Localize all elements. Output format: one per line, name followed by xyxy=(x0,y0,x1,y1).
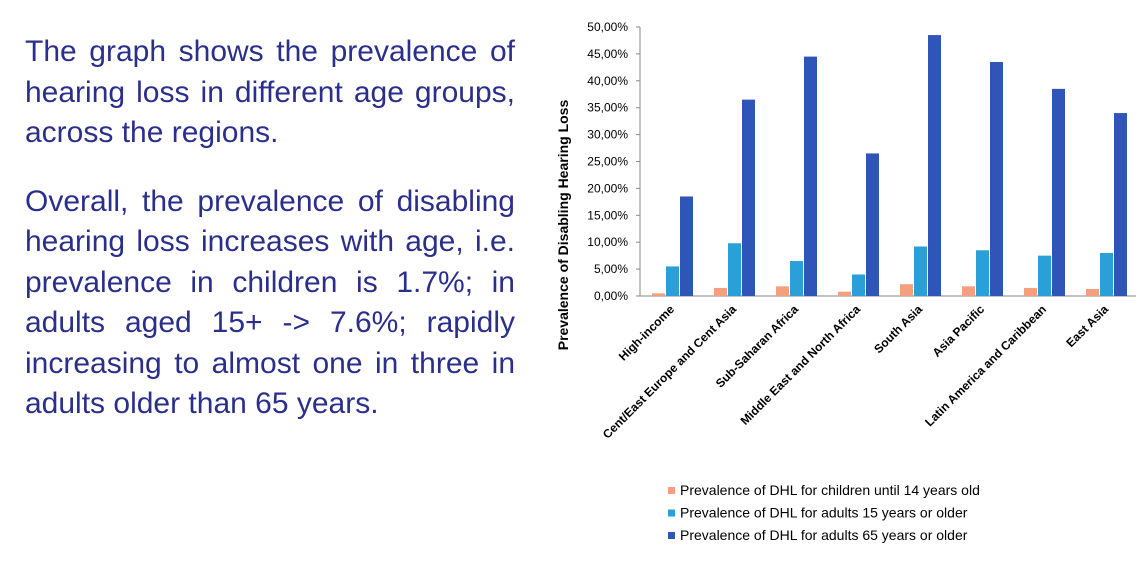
paragraph: Overall, the prevalence of disabling hea… xyxy=(25,184,515,421)
bar xyxy=(728,243,741,296)
y-tick-label: 10,00% xyxy=(587,235,628,249)
bar xyxy=(652,293,665,296)
bar xyxy=(1038,255,1051,296)
bar xyxy=(1086,289,1099,296)
y-tick-label: 40,00% xyxy=(587,74,628,88)
bar xyxy=(742,99,755,296)
bar xyxy=(962,286,975,296)
x-tick-label: High-income xyxy=(616,302,678,364)
x-tick-label: Middle East and North Africa xyxy=(738,302,864,428)
y-tick-label: 25,00% xyxy=(587,155,628,169)
paragraph: The graph shows the prevalence of hearin… xyxy=(25,35,515,149)
x-tick-label: South Asia xyxy=(871,302,925,356)
y-tick-label: 35,00% xyxy=(587,101,628,115)
y-tick-label: 20,00% xyxy=(587,181,628,195)
bar xyxy=(914,246,927,296)
bar xyxy=(714,287,727,296)
x-tick-label: Latin America and Caribbean xyxy=(922,302,1049,429)
y-axis-title: Prevalence of Disabling Hearing Loss xyxy=(555,100,571,351)
x-tick-label: Asia Pacific xyxy=(930,302,988,360)
bar xyxy=(976,250,989,296)
bar xyxy=(804,56,817,297)
bar xyxy=(790,261,803,296)
bar xyxy=(928,35,941,296)
x-tick-label: East Asia xyxy=(1063,302,1111,350)
y-tick-label: 15,00% xyxy=(587,208,628,222)
bar xyxy=(680,196,693,296)
bar xyxy=(1100,252,1113,296)
bar xyxy=(990,61,1003,296)
bar xyxy=(1114,113,1127,296)
legend-swatch xyxy=(668,487,675,494)
bar xyxy=(1024,287,1037,296)
y-tick-label: 5,00% xyxy=(594,262,628,276)
legend-swatch xyxy=(668,509,675,517)
text-block: The graph shows the prevalence of hearin… xyxy=(25,32,515,561)
y-tick-label: 30,00% xyxy=(587,128,628,142)
legend-swatch xyxy=(668,532,675,539)
bar xyxy=(852,274,865,296)
legend-label: Prevalence of DHL for adults 15 years or… xyxy=(680,505,968,521)
y-tick-label: 0,00% xyxy=(594,289,628,303)
bar xyxy=(838,291,851,296)
x-tick-label: Cent/East Europe and Cent Asia xyxy=(600,302,739,441)
bar xyxy=(666,266,679,296)
y-tick-label: 45,00% xyxy=(587,47,628,61)
bar xyxy=(866,153,879,296)
bar xyxy=(1052,88,1065,297)
legend-label: Prevalence of DHL for adults 65 years or… xyxy=(680,527,968,543)
legend-label: Prevalence of DHL for children until 14 … xyxy=(680,482,980,498)
bar xyxy=(900,284,913,296)
y-tick-label: 50,00% xyxy=(587,20,628,34)
bar xyxy=(776,286,789,296)
